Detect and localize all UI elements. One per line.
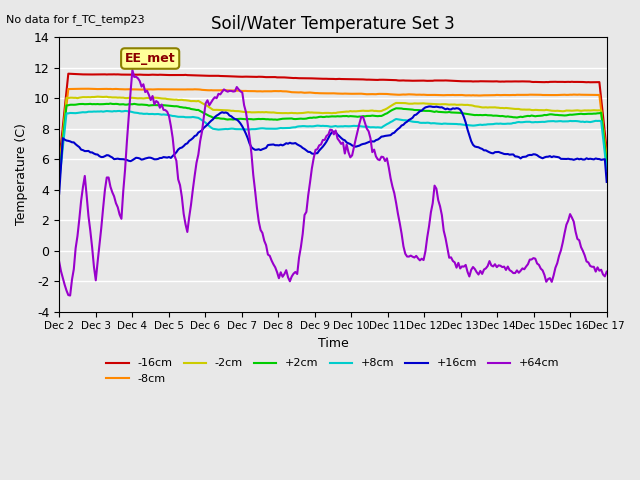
Text: EE_met: EE_met: [125, 52, 175, 65]
Title: Soil/Water Temperature Set 3: Soil/Water Temperature Set 3: [211, 15, 455, 33]
Y-axis label: Temperature (C): Temperature (C): [15, 123, 28, 226]
X-axis label: Time: Time: [317, 337, 348, 350]
Text: No data for f_TC_temp23: No data for f_TC_temp23: [6, 14, 145, 25]
Legend: -16cm, -8cm, -2cm, +2cm, +8cm, +16cm, +64cm: -16cm, -8cm, -2cm, +2cm, +8cm, +16cm, +6…: [102, 354, 564, 388]
